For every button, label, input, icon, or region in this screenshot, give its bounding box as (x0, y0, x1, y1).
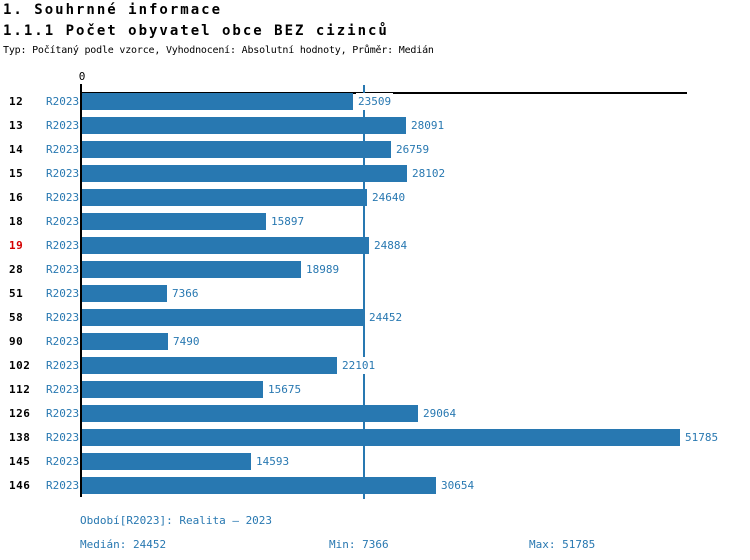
bar (82, 285, 167, 302)
bar (82, 189, 367, 206)
row-series-label: R2023 (46, 335, 80, 348)
bar (82, 165, 407, 182)
row-category-label: 90 (9, 335, 24, 348)
row-series-label: R2023 (46, 359, 80, 372)
row-category-label: 146 (9, 479, 31, 492)
row-series-label: R2023 (46, 95, 80, 108)
median-label: Medián: 24452 (80, 538, 167, 551)
row-series-label: R2023 (46, 407, 80, 420)
row-series-label: R2023 (46, 311, 80, 324)
min-label: Min: 7366 (329, 538, 389, 551)
bar-value-label: 23509 (356, 93, 394, 110)
bar-value-label: 14593 (254, 453, 292, 470)
chart-row: 14 R2023 26759 (0, 141, 750, 158)
bar-value-label: 28102 (410, 165, 448, 182)
row-category-label: 126 (9, 407, 31, 420)
row-category-label: 102 (9, 359, 31, 372)
chart-type-info: Typ: Počítaný podle vzorce, Vyhodnocení:… (3, 45, 434, 56)
chart-row: 16 R2023 24640 (0, 189, 750, 206)
bar (82, 213, 266, 230)
axis-zero-label: 0 (78, 70, 86, 83)
chart-row: 19 R2023 24884 (0, 237, 750, 254)
row-category-label: 138 (9, 431, 31, 444)
bar (82, 429, 680, 446)
bar-value-label: 7490 (171, 333, 202, 350)
bar-value-label: 15675 (266, 381, 304, 398)
bar-value-label: 51785 (683, 429, 721, 446)
y-axis-line (80, 84, 82, 497)
chart-row: 51 R2023 7366 (0, 285, 750, 302)
row-series-label: R2023 (46, 479, 80, 492)
bar (82, 93, 353, 110)
row-category-label: 145 (9, 455, 31, 468)
chart-row: 18 R2023 15897 (0, 213, 750, 230)
period-label: Období[R2023]: Realita – 2023 (80, 514, 273, 527)
bar-value-label: 24884 (372, 237, 410, 254)
row-category-label: 58 (9, 311, 24, 324)
chart-row: 126 R2023 29064 (0, 405, 750, 422)
chart-row: 15 R2023 28102 (0, 165, 750, 182)
row-series-label: R2023 (46, 263, 80, 276)
bar-value-label: 7366 (170, 285, 201, 302)
row-category-label: 112 (9, 383, 31, 396)
bar-value-label: 15897 (269, 213, 307, 230)
chart-row: 145 R2023 14593 (0, 453, 750, 470)
bar (82, 117, 406, 134)
bar-value-label: 30654 (439, 477, 477, 494)
row-series-label: R2023 (46, 287, 80, 300)
row-category-label: 15 (9, 167, 24, 180)
bar (82, 309, 364, 326)
row-series-label: R2023 (46, 119, 80, 132)
chart-row: 112 R2023 15675 (0, 381, 750, 398)
chart-row: 13 R2023 28091 (0, 117, 750, 134)
row-series-label: R2023 (46, 383, 80, 396)
bar (82, 261, 301, 278)
bar (82, 477, 436, 494)
row-series-label: R2023 (46, 215, 80, 228)
chart-row: 28 R2023 18989 (0, 261, 750, 278)
bar (82, 357, 337, 374)
chart-title: 1.1.1 Počet obyvatel obce BEZ cizinců (3, 23, 389, 39)
bar-value-label: 18989 (304, 261, 342, 278)
bar-value-label: 24452 (367, 309, 405, 326)
row-category-label: 14 (9, 143, 24, 156)
bar (82, 381, 263, 398)
bar (82, 141, 391, 158)
row-category-label: 18 (9, 215, 24, 228)
bar-value-label: 24640 (370, 189, 408, 206)
row-series-label: R2023 (46, 167, 80, 180)
bar-value-label: 26759 (394, 141, 432, 158)
chart-row: 102 R2023 22101 (0, 357, 750, 374)
report-title: 1. Souhrnné informace (3, 2, 223, 18)
row-series-label: R2023 (46, 431, 80, 444)
row-category-label: 13 (9, 119, 24, 132)
row-category-label: 16 (9, 191, 24, 204)
bar (82, 453, 251, 470)
row-series-label: R2023 (46, 143, 80, 156)
row-category-label: 12 (9, 95, 24, 108)
chart-row: 12 R2023 23509 (0, 93, 750, 110)
max-label: Max: 51785 (529, 538, 596, 551)
bar (82, 333, 168, 350)
bar (82, 237, 369, 254)
bar (82, 405, 418, 422)
chart-row: 146 R2023 30654 (0, 477, 750, 494)
bar-value-label: 29064 (421, 405, 459, 422)
chart-row: 90 R2023 7490 (0, 333, 750, 350)
row-category-label: 51 (9, 287, 24, 300)
row-category-label: 19 (9, 239, 24, 252)
row-series-label: R2023 (46, 191, 80, 204)
bar-value-label: 28091 (409, 117, 447, 134)
median-line (363, 85, 365, 499)
row-category-label: 28 (9, 263, 24, 276)
row-series-label: R2023 (46, 239, 80, 252)
chart-row: 138 R2023 51785 (0, 429, 750, 446)
chart-row: 58 R2023 24452 (0, 309, 750, 326)
row-series-label: R2023 (46, 455, 80, 468)
bar-value-label: 22101 (340, 357, 378, 374)
